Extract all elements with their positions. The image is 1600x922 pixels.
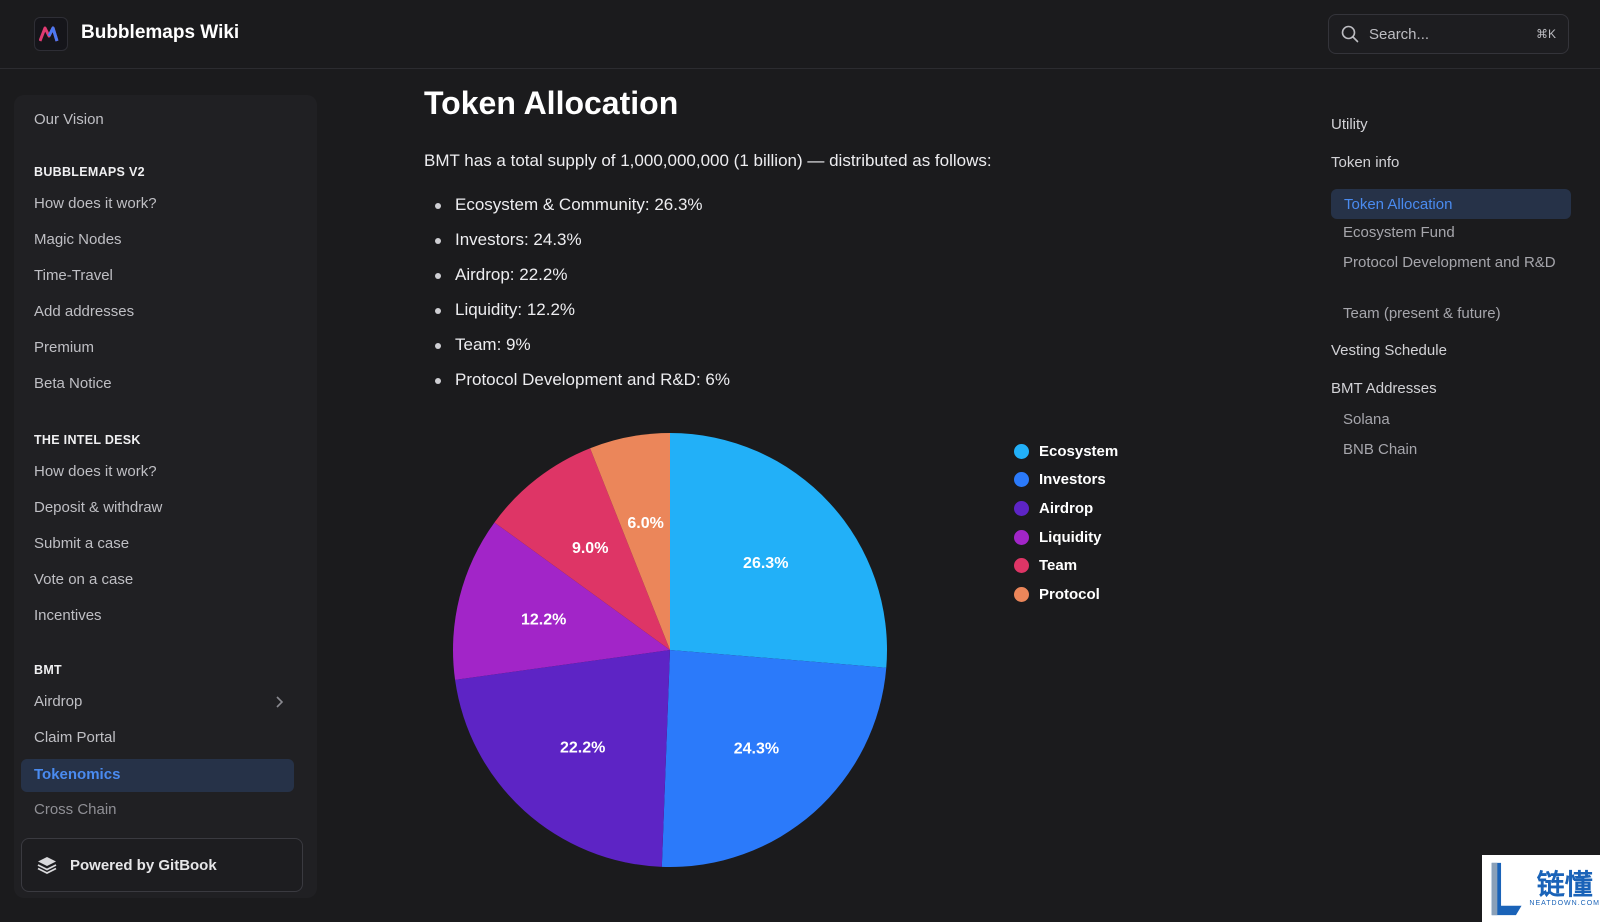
legend-dot (1014, 586, 1029, 602)
sidebar-item-claim-portal[interactable]: Claim Portal (34, 729, 116, 746)
sidebar-item-intel-how-it-works[interactable]: How does it work? (34, 463, 157, 480)
pie-slice-team[interactable] (494, 448, 670, 650)
sidebar-item-magic-nodes[interactable]: Magic Nodes (34, 231, 122, 248)
search-box[interactable]: Search... ⌘K (1328, 14, 1569, 54)
toc-item-vesting-schedule[interactable]: Vesting Schedule (1331, 342, 1447, 359)
token-allocation-pie-chart: 26.3% 24.3% 22.2% 12.2% 9.0% 6.0% (453, 433, 887, 867)
sidebar-item-how-it-works[interactable]: How does it work? (34, 195, 157, 212)
sidebar-item-submit-case[interactable]: Submit a case (34, 535, 130, 552)
list-item: Investors: 24.3% (424, 228, 730, 263)
toc-item-protocol-dev[interactable]: Protocol Development and R&D (1343, 254, 1556, 271)
legend-item-investors[interactable]: Investors (1014, 466, 1118, 495)
chart-legend: Ecosystem Investors Airdrop Liquidity Te… (1014, 437, 1118, 609)
pie-slice-ecosystem[interactable] (670, 433, 887, 668)
pie-label-protocol: 6.0% (627, 515, 663, 532)
sidebar-item-add-addresses[interactable]: Add addresses (34, 303, 135, 320)
list-item: Ecosystem & Community: 26.3% (424, 193, 730, 228)
watermark-l-icon (1491, 862, 1522, 915)
sidebar-item-incentives[interactable]: Incentives (34, 607, 102, 624)
pie-label-liquidity: 12.2% (521, 611, 566, 628)
powered-by-gitbook-button[interactable]: Powered by GitBook (21, 838, 303, 892)
pie-slice-investors[interactable] (661, 650, 887, 867)
watermark-cn-text: 链懂 (1536, 869, 1593, 900)
list-item: Protocol Development and R&D: 6% (424, 368, 730, 403)
search-placeholder[interactable]: Search... (1369, 25, 1430, 43)
sidebar-item-premium[interactable]: Premium (34, 339, 95, 356)
legend-dot (1014, 558, 1029, 574)
chevron-right-icon[interactable] (274, 695, 284, 709)
powered-by-label: Powered by GitBook (70, 856, 217, 874)
sidebar-item-tokenomics-label[interactable]: Tokenomics (34, 766, 121, 783)
sidebar-section-bmt: BMT (34, 663, 62, 677)
legend-item-protocol[interactable]: Protocol (1014, 580, 1118, 609)
sidebar-item-beta-notice[interactable]: Beta Notice (34, 375, 112, 392)
toc-item-token-info[interactable]: Token info (1331, 154, 1400, 171)
sidebar-section-bubblemaps-v2: BUBBLEMAPS V2 (34, 165, 145, 179)
sidebar: Our Vision BUBBLEMAPS V2 How does it wor… (14, 95, 317, 898)
pie-label-team: 9.0% (572, 540, 608, 557)
sidebar-item-vote-case[interactable]: Vote on a case (34, 571, 134, 588)
bubblemaps-logo-icon[interactable] (34, 17, 68, 51)
list-item: Airdrop: 22.2% (424, 263, 730, 298)
sidebar-item-deposit-withdraw[interactable]: Deposit & withdraw (34, 499, 163, 516)
pie-slice-liquidity[interactable] (453, 522, 670, 680)
legend-label: Ecosystem (1039, 442, 1119, 460)
legend-dot (1014, 443, 1029, 459)
toc-item-solana[interactable]: Solana (1343, 411, 1390, 428)
allocation-list: Ecosystem & Community: 26.3% Investors: … (424, 193, 730, 403)
toc-item-token-allocation[interactable] (1331, 189, 1571, 219)
legend-item-ecosystem[interactable]: Ecosystem (1014, 437, 1118, 466)
list-item: Liquidity: 12.2% (424, 298, 730, 333)
gitbook-icon (37, 857, 57, 875)
legend-item-liquidity[interactable]: Liquidity (1014, 523, 1118, 552)
watermark-logo: 链懂 NEATDOWN.COM (1482, 855, 1600, 922)
toc-item-ecosystem-fund[interactable]: Ecosystem Fund (1343, 224, 1455, 241)
legend-label: Investors (1039, 471, 1106, 489)
intro-text: BMT has a total supply of 1,000,000,000 … (424, 151, 992, 170)
main-content: Token Allocation BMT has a total supply … (424, 85, 1284, 389)
sidebar-item-tokenomics[interactable] (21, 759, 294, 792)
search-icon (1341, 25, 1359, 43)
sidebar-item-cross-chain[interactable]: Cross Chain (34, 801, 117, 818)
pie-label-investors: 24.3% (734, 740, 779, 757)
brand-title[interactable]: Bubblemaps Wiki (81, 22, 240, 43)
sidebar-section-intel-desk: THE INTEL DESK (34, 433, 141, 447)
pie-slice-protocol[interactable] (590, 433, 670, 650)
legend-item-team[interactable]: Team (1014, 551, 1118, 580)
toc-item-utility[interactable]: Utility (1331, 116, 1368, 133)
legend-label: Team (1039, 557, 1078, 575)
legend-label: Protocol (1039, 585, 1100, 603)
list-item: Team: 9% (424, 333, 730, 368)
toc-item-bnb-chain[interactable]: BNB Chain (1343, 441, 1418, 458)
pie-slice-airdrop[interactable] (455, 650, 670, 867)
search-shortcut: ⌘K (1535, 27, 1556, 41)
pie-label-airdrop: 22.2% (560, 740, 605, 757)
legend-dot (1014, 500, 1029, 516)
legend-dot (1014, 472, 1029, 488)
toc-item-bmt-addresses[interactable]: BMT Addresses (1331, 380, 1437, 397)
legend-dot (1014, 529, 1029, 545)
watermark-en-text: NEATDOWN.COM (1529, 900, 1600, 907)
toc-item-team[interactable]: Team (present & future) (1343, 305, 1501, 322)
sidebar-item-airdrop[interactable]: Airdrop (34, 693, 83, 710)
legend-item-airdrop[interactable]: Airdrop (1014, 494, 1118, 523)
page-title: Token Allocation (424, 85, 679, 121)
pie-label-ecosystem: 26.3% (743, 555, 788, 572)
legend-label: Liquidity (1039, 528, 1102, 546)
toc-item-token-allocation-label[interactable]: Token Allocation (1344, 196, 1453, 213)
sidebar-item-our-vision[interactable]: Our Vision (34, 111, 104, 128)
legend-label: Airdrop (1039, 499, 1094, 517)
sidebar-item-time-travel[interactable]: Time-Travel (34, 267, 113, 284)
top-header: Bubblemaps Wiki Search... ⌘K (0, 0, 1600, 69)
